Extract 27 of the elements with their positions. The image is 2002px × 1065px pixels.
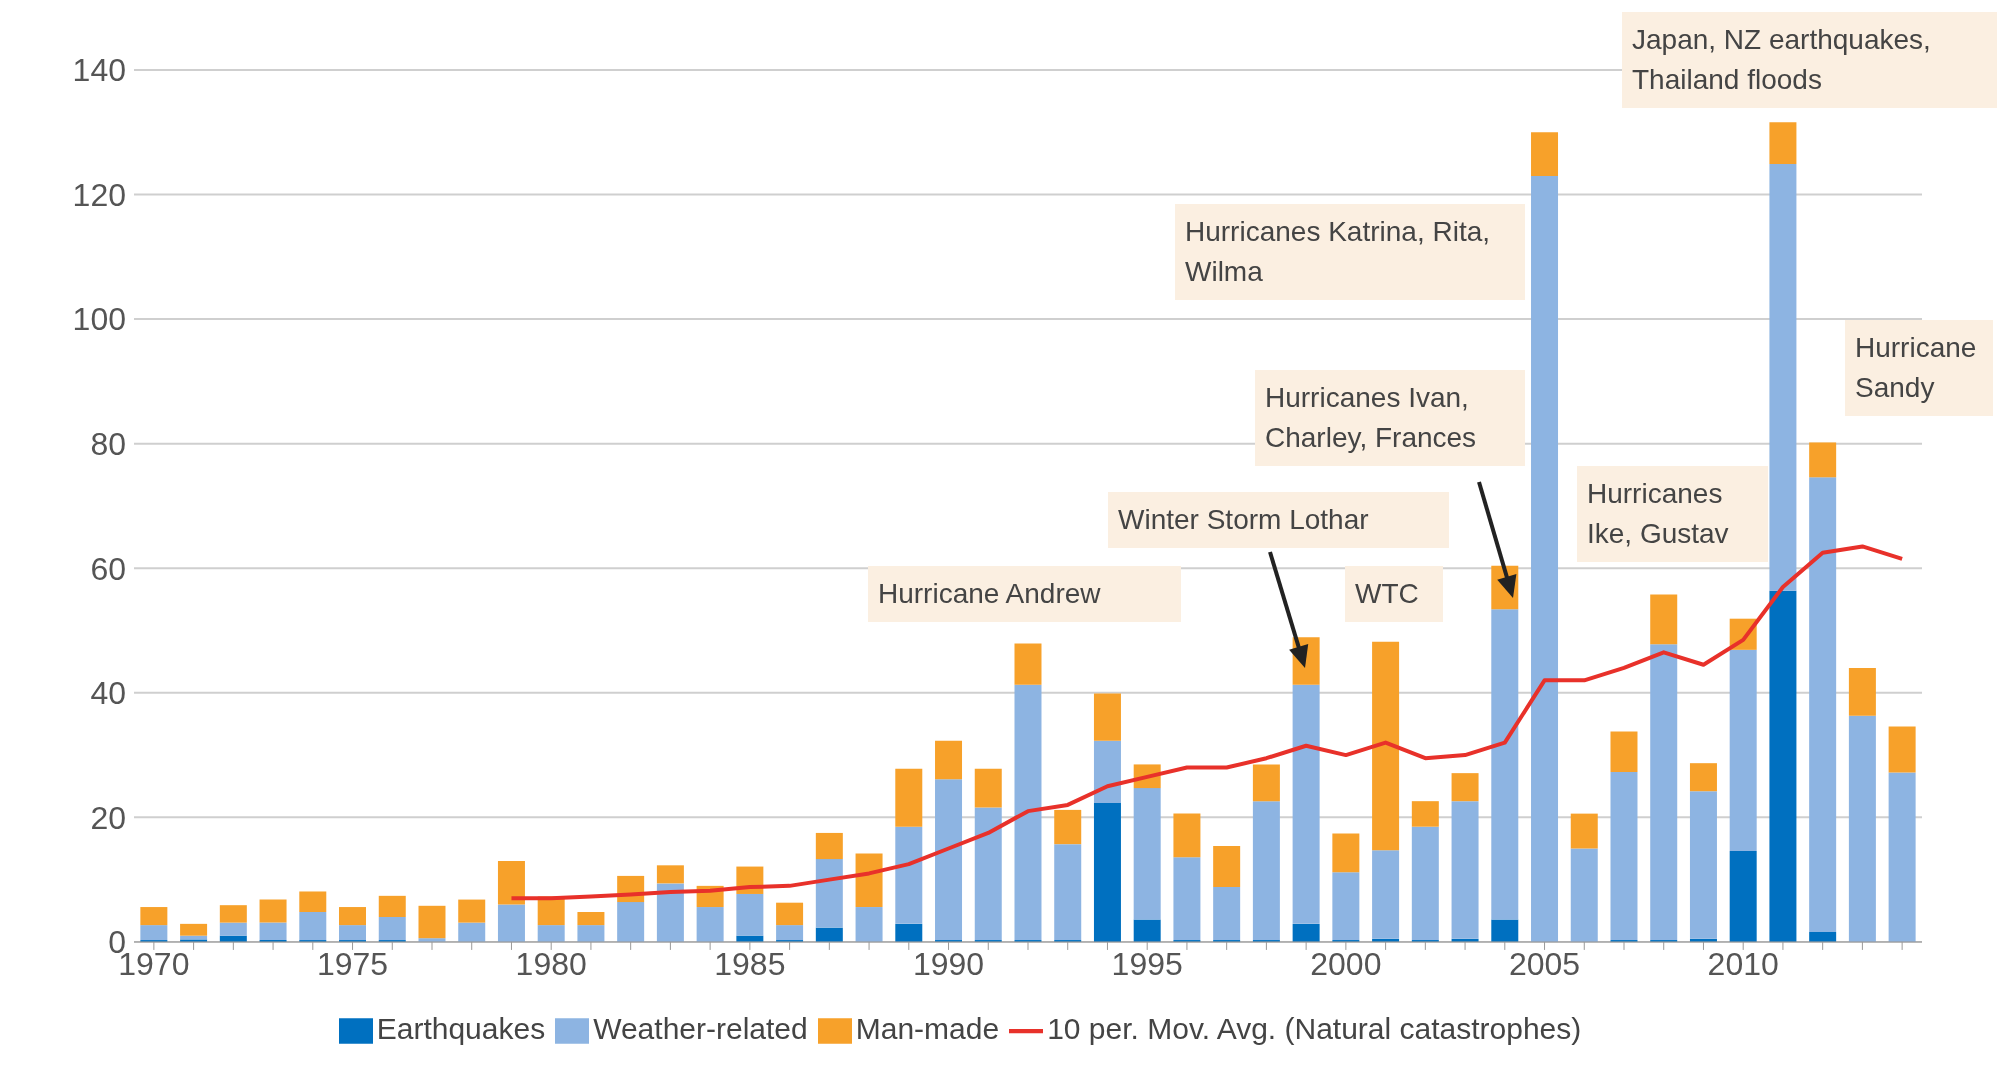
legend-label: Weather-related [593,1011,808,1045]
y-tick-label: 100 [72,301,126,338]
y-tick-label: 60 [90,550,126,587]
y-tick-label: 140 [72,52,126,89]
x-tick-label: 1975 [316,945,389,982]
y-tick-label: 80 [90,426,126,463]
y-tick-label: 20 [90,799,126,836]
x-tick-label: 2010 [1707,945,1779,982]
legend-label: 10 per. Mov. Avg. (Natural catastrophes) [1047,1011,1582,1045]
legend-label: Earthquakes [376,1011,546,1045]
note-box: Hurricanes Ike, Gustav [1577,466,1768,562]
note-box: Winter Storm Lothar [1108,492,1449,548]
note-box: Hurricane Sandy [1845,320,1993,416]
x-tick-label: 2005 [1508,945,1581,982]
legend-label: Man-made [855,1011,1000,1045]
note-box: WTC [1345,566,1443,622]
note-box: Hurricanes Ivan, Charley, Frances [1255,370,1525,466]
note-box: Hurricanes Katrina, Rita, Wilma [1175,204,1525,300]
x-tick-label: 1995 [1111,945,1183,982]
x-tick-label: 1980 [515,945,587,982]
note-box: Japan, NZ earthquakes, Thailand floods [1622,12,1997,108]
x-tick-label: 2000 [1310,945,1382,982]
x-tick-label: 1990 [912,945,985,982]
y-tick-label: 40 [90,675,126,712]
note-box: Hurricane Andrew [868,566,1181,622]
y-tick-label: 120 [72,176,126,213]
x-tick-label: 1985 [714,945,786,982]
